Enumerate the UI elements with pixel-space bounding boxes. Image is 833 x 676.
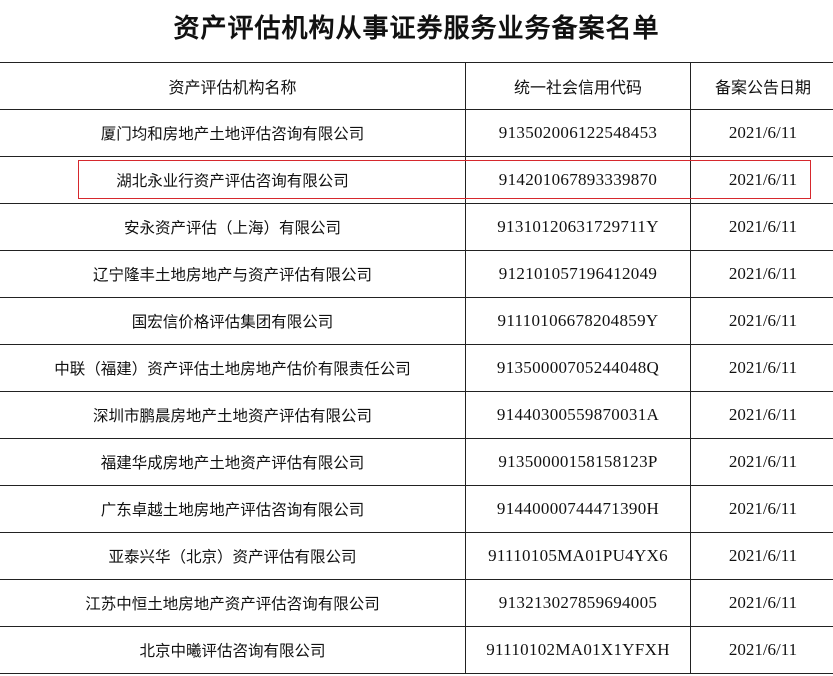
cell-filing-date: 2021/6/11 [690,579,833,627]
table-row: 中联（福建）资产评估土地房地产估价有限责任公司 91350000705244048… [0,344,833,392]
cell-filing-date: 2021/6/11 [690,344,833,392]
column-header-name: 资产评估机构名称 [0,62,466,110]
table-row: 北京中曦评估咨询有限公司 91110102MA01X1YFXH 2021/6/11 [0,626,833,674]
cell-filing-date: 2021/6/11 [690,438,833,486]
cell-agency-name: 安永资产评估（上海）有限公司 [0,203,466,251]
cell-credit-code: 91350000705244048Q [465,344,691,392]
cell-filing-date: 2021/6/11 [690,297,833,345]
cell-filing-date: 2021/6/11 [690,626,833,674]
table-row: 深圳市鹏晨房地产土地资产评估有限公司 91440300559870031A 2021… [0,391,833,439]
cell-agency-name: 厦门均和房地产土地评估咨询有限公司 [0,109,466,157]
cell-agency-name: 辽宁隆丰土地房地产与资产评估有限公司 [0,250,466,298]
cell-credit-code: 91350000158158123P [465,438,691,486]
table-row: 广东卓越土地房地产评估咨询有限公司 91440000744471390H 2021/… [0,485,833,533]
cell-agency-name: 湖北永业行资产评估咨询有限公司 [0,156,466,204]
cell-credit-code: 91110106678204859Y [465,297,691,345]
cell-credit-code: 913502006122548453 [465,109,691,157]
cell-filing-date: 2021/6/11 [690,532,833,580]
cell-filing-date: 2021/6/11 [690,156,833,204]
table-header-row: 资产评估机构名称 统一社会信用代码 备案公告日期 [0,62,833,110]
cell-credit-code: 914201067893339870 [465,156,691,204]
table-row: 福建华成房地产土地资产评估有限公司 91350000158158123P 2021/… [0,438,833,486]
cell-agency-name: 深圳市鹏晨房地产土地资产评估有限公司 [0,391,466,439]
cell-credit-code: 91110102MA01X1YFXH [465,626,691,674]
cell-filing-date: 2021/6/11 [690,250,833,298]
table-row: 江苏中恒土地房地产资产评估咨询有限公司 913213027859694005 202… [0,579,833,627]
filing-table: 资产评估机构名称 统一社会信用代码 备案公告日期 厦门均和房地产土地评估咨询有限… [0,62,833,674]
table-row: 亚泰兴华（北京）资产评估有限公司 91110105MA01PU4YX6 2021/6… [0,532,833,580]
cell-credit-code: 91440300559870031A [465,391,691,439]
cell-credit-code: 91440000744471390H [465,485,691,533]
cell-agency-name: 国宏信价格评估集团有限公司 [0,297,466,345]
cell-credit-code: 912101057196412049 [465,250,691,298]
table-row: 湖北永业行资产评估咨询有限公司 914201067893339870 2021/6/… [0,156,833,204]
column-header-code: 统一社会信用代码 [465,62,691,110]
table-row: 国宏信价格评估集团有限公司 91110106678204859Y 2021/6/11 [0,297,833,345]
table-row: 辽宁隆丰土地房地产与资产评估有限公司 912101057196412049 2021… [0,250,833,298]
cell-agency-name: 中联（福建）资产评估土地房地产估价有限责任公司 [0,344,466,392]
cell-filing-date: 2021/6/11 [690,109,833,157]
cell-filing-date: 2021/6/11 [690,485,833,533]
cell-credit-code: 913213027859694005 [465,579,691,627]
cell-agency-name: 江苏中恒土地房地产资产评估咨询有限公司 [0,579,466,627]
cell-agency-name: 亚泰兴华（北京）资产评估有限公司 [0,532,466,580]
cell-credit-code: 91310120631729711Y [465,203,691,251]
column-header-date: 备案公告日期 [690,62,833,110]
cell-agency-name: 北京中曦评估咨询有限公司 [0,626,466,674]
cell-filing-date: 2021/6/11 [690,391,833,439]
table-row: 厦门均和房地产土地评估咨询有限公司 913502006122548453 2021/… [0,109,833,157]
cell-agency-name: 福建华成房地产土地资产评估有限公司 [0,438,466,486]
table-row: 安永资产评估（上海）有限公司 91310120631729711Y 2021/6/1… [0,203,833,251]
cell-filing-date: 2021/6/11 [690,203,833,251]
page-title: 资产评估机构从事证券服务业务备案名单 [173,14,660,44]
cell-credit-code: 91110105MA01PU4YX6 [465,532,691,580]
cell-agency-name: 广东卓越土地房地产评估咨询有限公司 [0,485,466,533]
